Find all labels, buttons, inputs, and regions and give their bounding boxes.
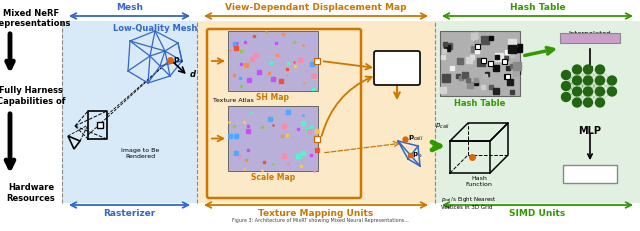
Circle shape (595, 76, 605, 85)
Circle shape (573, 65, 582, 74)
Text: $p_{cali}$: $p_{cali}$ (435, 122, 450, 131)
Text: Hash Table: Hash Table (454, 99, 506, 108)
Circle shape (561, 92, 570, 101)
Text: Function: Function (382, 70, 412, 76)
Text: G: G (577, 170, 584, 179)
Bar (197, 21, 435, 203)
Circle shape (573, 76, 582, 85)
Bar (488, 61, 493, 66)
Circle shape (584, 65, 593, 74)
Text: Figure 3: Architecture of MixRT showing Mixed Neural Representations...: Figure 3: Architecture of MixRT showing … (232, 218, 408, 223)
Circle shape (595, 87, 605, 96)
Bar (314, 58, 320, 64)
Text: Texture Atlas: Texture Atlas (213, 98, 253, 103)
Text: Hash Table: Hash Table (509, 3, 565, 12)
Text: Texture Mapping Units: Texture Mapping Units (259, 209, 374, 218)
Text: MLP: MLP (579, 126, 602, 136)
Circle shape (561, 82, 570, 91)
Text: Low-Quality Mesh: Low-Quality Mesh (113, 24, 197, 33)
Circle shape (595, 65, 605, 74)
Bar (563, 165, 617, 183)
Text: $\mathbf{p}_{cali}$: $\mathbf{p}_{cali}$ (408, 134, 424, 143)
Text: B: B (589, 170, 595, 179)
Bar (504, 74, 509, 79)
Text: Image to Be
Rendered: Image to Be Rendered (121, 148, 159, 159)
Text: Scale Map: Scale Map (251, 173, 295, 182)
Text: d: d (190, 70, 196, 79)
Text: $p_{cali}$'s Eight Nearest
Vertices in 3D Grid: $p_{cali}$'s Eight Nearest Vertices in 3… (441, 195, 497, 210)
Bar (502, 59, 507, 64)
Text: Fully Harness
Capabilities of: Fully Harness Capabilities of (0, 86, 65, 106)
Text: Interpolated
Embeddings: Interpolated Embeddings (568, 31, 611, 44)
Text: View-Dependant Displacement Map: View-Dependant Displacement Map (225, 3, 407, 12)
Circle shape (584, 98, 593, 107)
Circle shape (595, 98, 605, 107)
Text: SH Map: SH Map (257, 93, 289, 102)
Text: Mixed NeRF
Representations: Mixed NeRF Representations (0, 9, 70, 28)
Circle shape (561, 70, 570, 79)
Bar (97, 122, 103, 128)
Bar (481, 58, 486, 63)
Bar (504, 74, 509, 79)
Circle shape (607, 87, 616, 96)
Text: SH: SH (390, 60, 403, 69)
Text: $\mathbf{p}_\circ$: $\mathbf{p}_\circ$ (412, 150, 422, 159)
Bar (440, 31, 520, 96)
Text: Hardware
Resources: Hardware Resources (6, 183, 56, 203)
Circle shape (584, 87, 593, 96)
FancyBboxPatch shape (560, 33, 620, 43)
Bar (228, 31, 318, 91)
Text: SIMD Units: SIMD Units (509, 209, 566, 218)
Text: $\mathbf{p}_\circ$: $\mathbf{p}_\circ$ (173, 55, 184, 66)
Circle shape (573, 87, 582, 96)
Bar (62, 21, 197, 203)
Text: A: A (601, 170, 607, 179)
Bar (475, 43, 480, 49)
Circle shape (584, 76, 593, 85)
Circle shape (607, 76, 616, 85)
FancyBboxPatch shape (374, 51, 420, 85)
Bar (314, 136, 320, 142)
Text: R: R (564, 170, 572, 179)
Text: Mesh: Mesh (116, 3, 143, 12)
Bar (228, 106, 318, 171)
Text: Rasterizer: Rasterizer (104, 209, 156, 218)
Circle shape (573, 98, 582, 107)
Bar (435, 21, 640, 203)
Text: Hash
Function: Hash Function (465, 176, 492, 187)
